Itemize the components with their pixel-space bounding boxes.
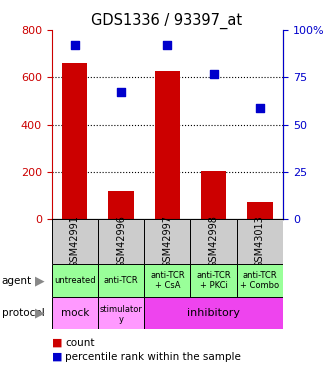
Bar [98, 219, 144, 264]
Point [72, 42, 77, 48]
Point [119, 90, 124, 96]
Text: untreated: untreated [54, 276, 96, 285]
Text: ▶: ▶ [35, 307, 44, 320]
Bar [98, 264, 144, 297]
Text: count: count [65, 338, 95, 348]
Bar [237, 264, 283, 297]
Bar [52, 297, 98, 329]
Text: ■: ■ [52, 338, 62, 348]
Text: GSM42996: GSM42996 [116, 215, 126, 268]
Bar [190, 264, 237, 297]
Bar [144, 297, 283, 329]
Text: anti-TCR
+ PKCi: anti-TCR + PKCi [196, 271, 231, 290]
Bar [52, 264, 98, 297]
Bar [155, 71, 180, 219]
Text: ■: ■ [52, 352, 62, 362]
Bar [98, 297, 144, 329]
Text: GSM42998: GSM42998 [208, 215, 219, 268]
Text: ▶: ▶ [35, 274, 44, 287]
Bar [201, 171, 226, 219]
Text: mock: mock [61, 308, 89, 318]
Text: inhibitory: inhibitory [187, 308, 240, 318]
Text: percentile rank within the sample: percentile rank within the sample [65, 352, 241, 362]
Bar [237, 219, 283, 264]
Text: GSM42997: GSM42997 [162, 215, 172, 268]
Point [211, 70, 216, 76]
Text: anti-TCR
+ CsA: anti-TCR + CsA [150, 271, 184, 290]
Point [165, 42, 170, 48]
Text: GDS1336 / 93397_at: GDS1336 / 93397_at [91, 13, 242, 29]
Text: agent: agent [2, 276, 32, 285]
Text: GSM43013: GSM43013 [255, 216, 265, 268]
Text: GSM42991: GSM42991 [70, 215, 80, 268]
Bar [144, 264, 190, 297]
Text: anti-TCR: anti-TCR [104, 276, 138, 285]
Bar [144, 219, 190, 264]
Text: anti-TCR
+ Combo: anti-TCR + Combo [240, 271, 279, 290]
Bar [62, 63, 88, 219]
Text: y: y [119, 315, 124, 324]
Point [257, 105, 263, 111]
Bar [247, 202, 273, 219]
Text: stimulator: stimulator [100, 304, 143, 313]
Text: protocol: protocol [2, 308, 44, 318]
Bar [52, 219, 98, 264]
Bar [190, 219, 237, 264]
Bar [108, 191, 134, 219]
